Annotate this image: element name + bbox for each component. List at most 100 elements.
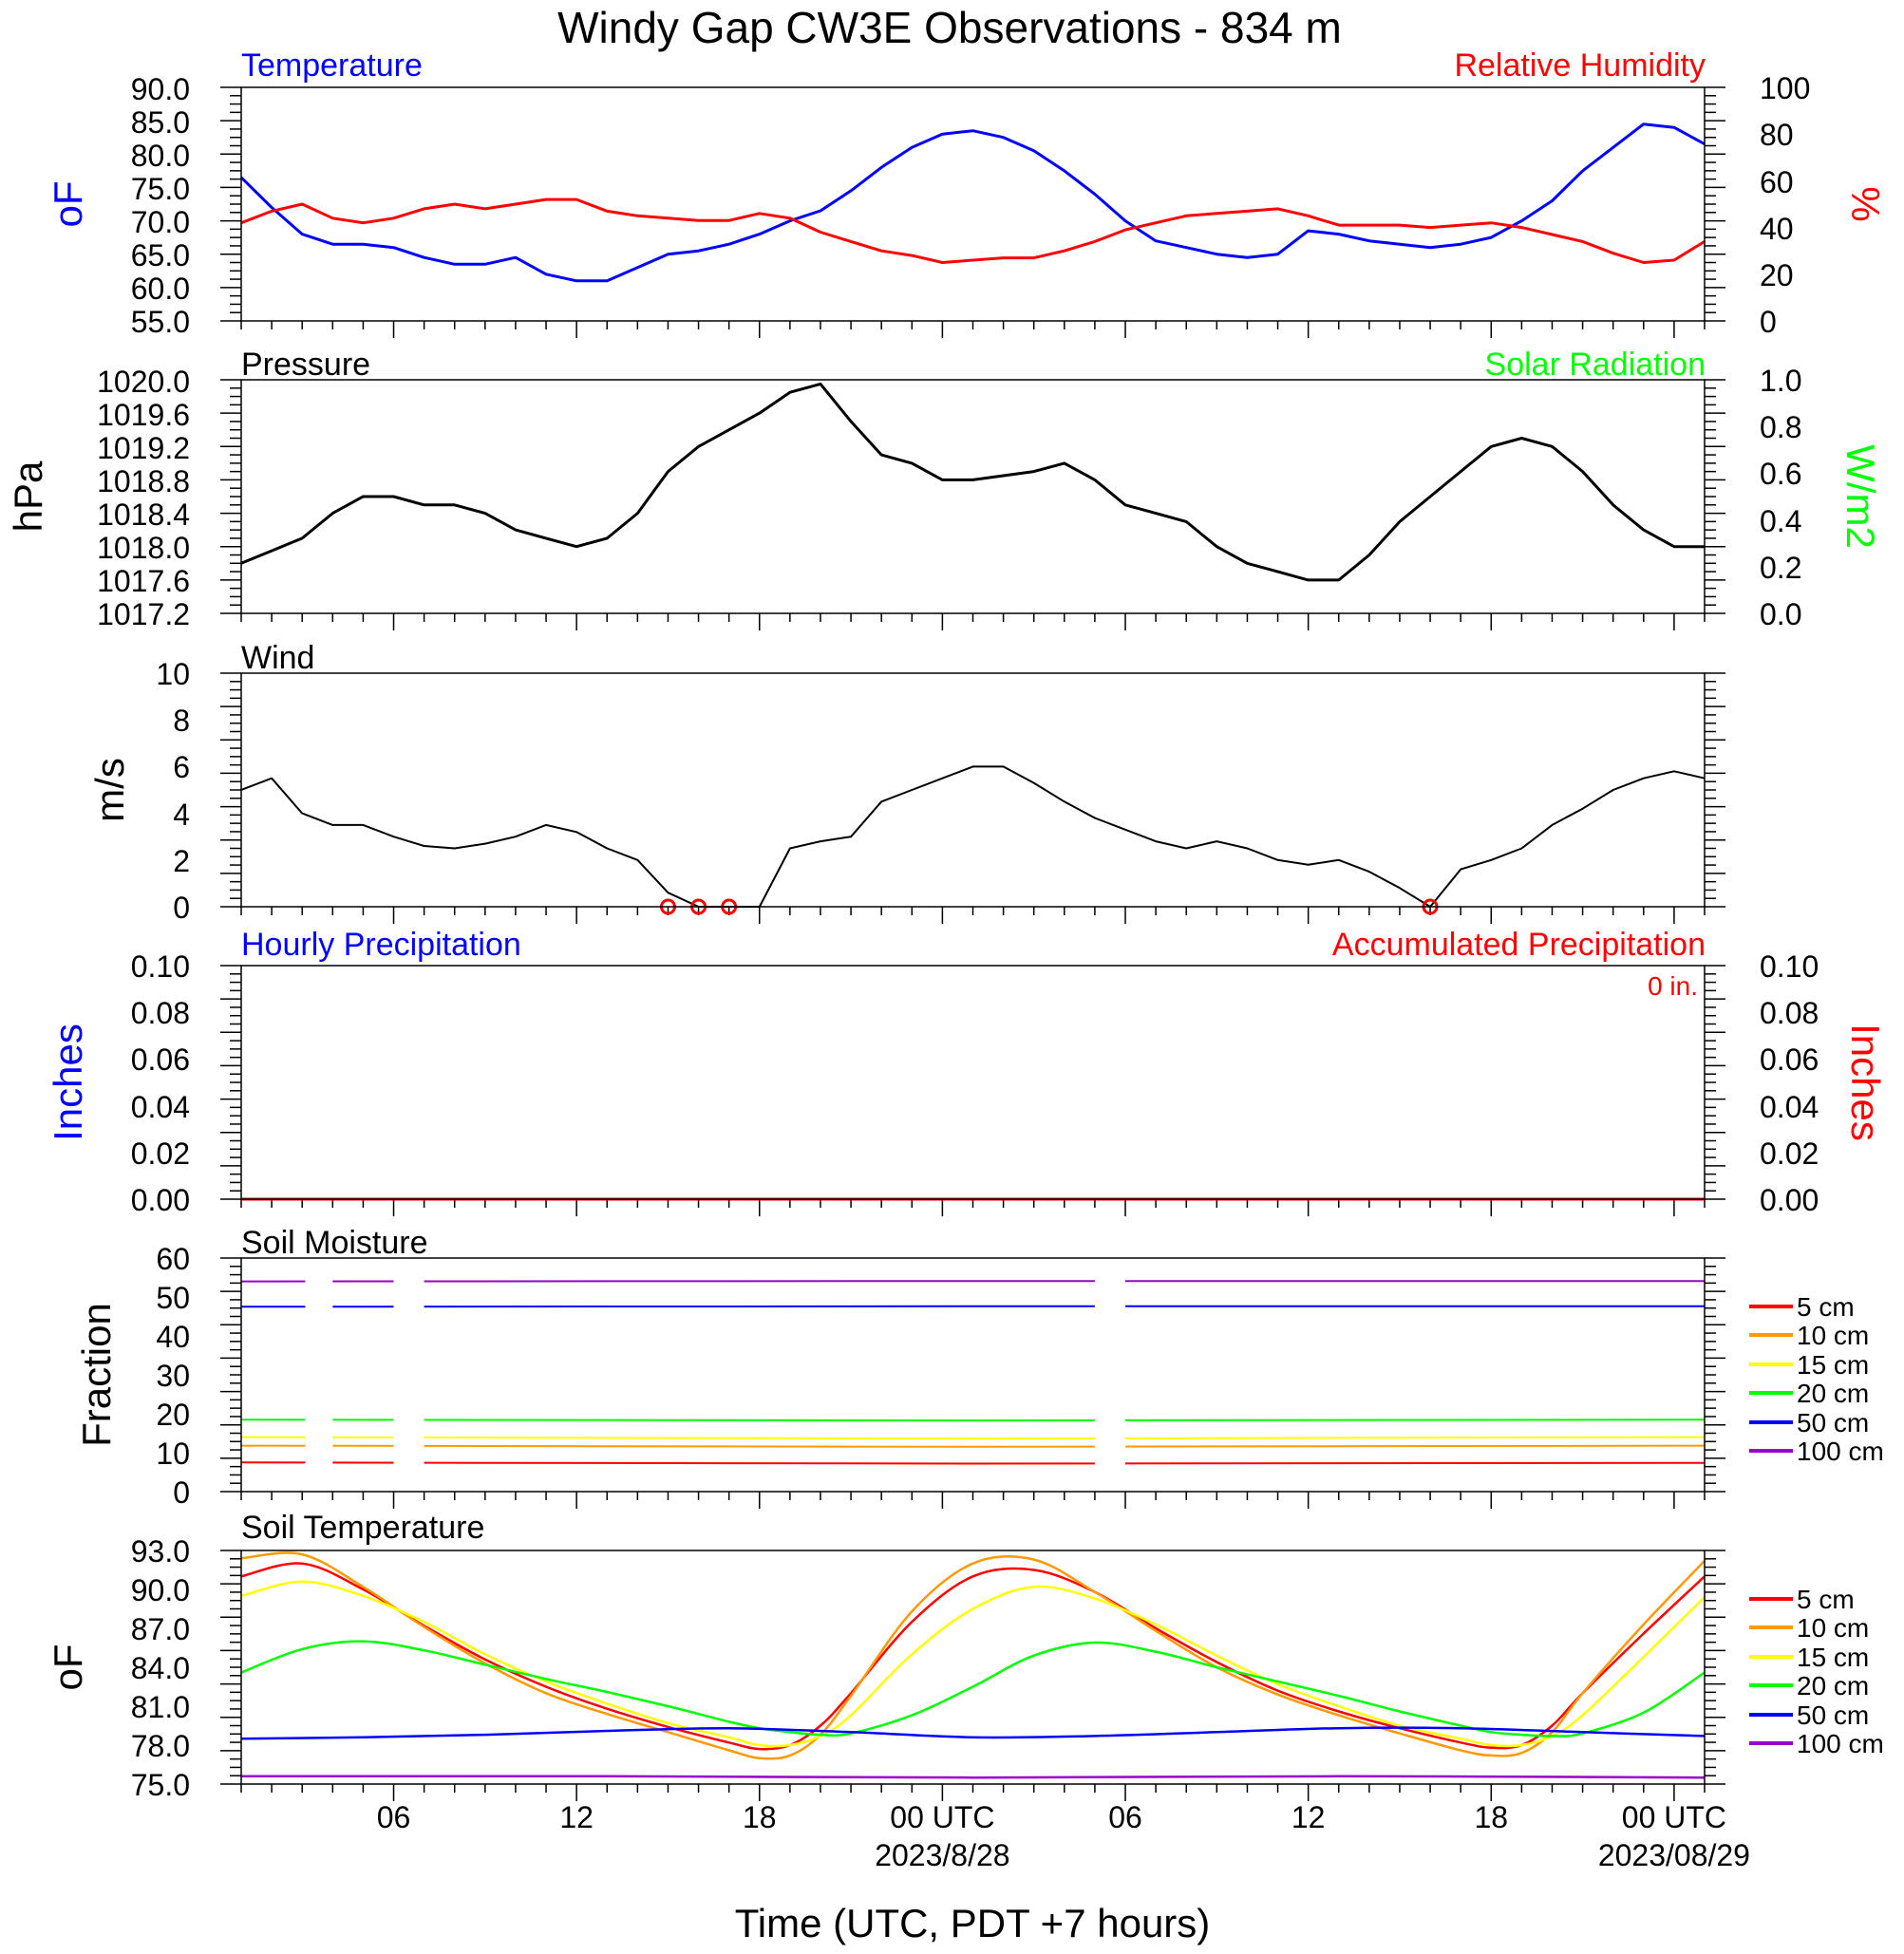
soil-moisture-tick-label: 40 — [156, 1320, 190, 1354]
series-line-20-cm — [241, 1419, 1706, 1421]
soil-moisture-tick-label: 30 — [156, 1359, 190, 1393]
series-line-temperature — [239, 122, 1706, 283]
accum-precip-tick-label: 0.04 — [1760, 1090, 1819, 1124]
solar-tick-label: 0.0 — [1760, 597, 1801, 631]
soil-temp-tick-label: 90.0 — [131, 1573, 190, 1607]
temp-tick-label: 70.0 — [131, 205, 190, 239]
pressure-tick-label: 1017.6 — [97, 564, 190, 598]
accum-precip-y-ticklabels: 0.10 0.08 0.06 0.04 0.02 0.00 — [1760, 949, 1819, 1217]
legend-label-50cm: 50 cm — [1797, 1700, 1869, 1730]
soil-temp-ticks — [220, 1550, 1725, 1801]
precip-tick-label: 0.00 — [131, 1183, 190, 1217]
humidity-tick-label: 100 — [1760, 71, 1810, 105]
pressure-y-ticklabels: 1020.0 1019.6 1019.2 1018.8 1018.4 1018.… — [97, 365, 190, 631]
hourly-precip-title: Hourly Precipitation — [241, 927, 521, 963]
series-line-relative-humidity — [240, 197, 1706, 264]
humidity-y-ticklabels: 100 80 60 40 20 0 — [1760, 71, 1810, 339]
soil-moisture-unit-label: Fraction — [74, 1303, 119, 1447]
legend-label-15cm: 15 cm — [1797, 1643, 1869, 1672]
humidity-tick-label: 0 — [1760, 305, 1777, 339]
solar-tick-label: 1.0 — [1760, 364, 1801, 398]
temp-tick-label: 85.0 — [131, 105, 190, 140]
temp-tick-label: 55.0 — [131, 305, 190, 339]
soil-temp-tick-label: 87.0 — [131, 1612, 190, 1646]
pressure-panel: Pressure Solar Radiation hPa W/m2 1020.0… — [6, 347, 1883, 631]
wind-ticks — [220, 672, 1725, 924]
time-tick-label: 12 — [559, 1800, 594, 1834]
accum-precip-tick-label: 0.02 — [1760, 1137, 1819, 1171]
soil-temp-line-20cm — [240, 1640, 1706, 1738]
soil-temp-tick-label: 78.0 — [131, 1729, 190, 1763]
soil-moisture-tick-label: 50 — [156, 1281, 190, 1315]
soil-moisture-lines — [241, 1280, 1706, 1465]
solar-y-ticklabels: 1.0 0.8 0.6 0.4 0.2 0.0 — [1760, 364, 1801, 631]
pressure-tick-label: 1018.8 — [97, 464, 190, 498]
pressure-ticks — [220, 379, 1725, 630]
solar-tick-label: 0.2 — [1760, 551, 1801, 585]
solar-tick-label: 0.4 — [1760, 504, 1801, 538]
wind-unit-label: m/s — [87, 758, 132, 822]
hourly-precip-unit-label: Inches — [46, 1024, 90, 1141]
pressure-lines — [240, 382, 1705, 582]
pressure-tick-label: 1019.2 — [97, 431, 190, 465]
series-line-wind-speed — [240, 765, 1706, 908]
pressure-tick-label: 1017.2 — [97, 597, 190, 631]
temp-rh-frame — [240, 86, 1706, 322]
accum-precip-total: 0 in. — [1648, 971, 1698, 1001]
time-axis-title: Time (UTC, PDT +7 hours) — [735, 1901, 1211, 1945]
soil-moisture-tick-label: 10 — [156, 1437, 190, 1471]
wind-frame — [240, 672, 1706, 908]
hourly-precip-y-ticklabels: 0.10 0.08 0.06 0.04 0.02 0.00 — [131, 949, 190, 1217]
soil-temp-frame — [240, 1550, 1706, 1785]
legend-label-5cm: 5 cm — [1797, 1292, 1855, 1322]
temp-rh-panel: Temperature Relative Humidity oF % 90.0 … — [46, 47, 1888, 339]
soil-moisture-frame — [240, 1257, 1706, 1493]
legend-label-10cm: 10 cm — [1797, 1613, 1869, 1643]
legend-label-15cm: 15 cm — [1797, 1350, 1869, 1380]
soil-moisture-panel: Soil Moisture Fraction 60 50 40 30 20 10… — [74, 1225, 1884, 1510]
temp-tick-label: 80.0 — [131, 139, 190, 173]
soil-temp-line-10cm — [240, 1551, 1706, 1760]
wind-y-ticklabels: 10 8 6 4 2 0 — [156, 657, 190, 925]
legend-label-10cm: 10 cm — [1797, 1321, 1869, 1350]
soil-temp-line-15cm — [240, 1580, 1706, 1748]
soil-temp-tick-label: 84.0 — [131, 1651, 190, 1685]
humidity-tick-label: 20 — [1760, 258, 1794, 292]
soil-temp-tick-label: 93.0 — [131, 1534, 190, 1569]
soil-temp-panel: Soil Temperature oF 93.0 90.0 87.0 84.0 … — [46, 1510, 1884, 1802]
soil-temp-line-5cm — [240, 1562, 1706, 1751]
soil-moisture-tick-label: 20 — [156, 1398, 190, 1432]
date-tick-label: 2023/8/28 — [875, 1838, 1009, 1872]
time-tick-label: 18 — [1474, 1800, 1508, 1834]
legend-label-20cm: 20 cm — [1797, 1379, 1869, 1408]
series-line-15-cm — [241, 1436, 1706, 1440]
series-line-10-cm — [241, 1444, 1706, 1448]
pressure-tick-label: 1019.6 — [97, 398, 190, 432]
figure-title: Windy Gap CW3E Observations - 834 m — [557, 3, 1342, 52]
pressure-title: Pressure — [241, 347, 370, 383]
wind-tick-label: 4 — [173, 798, 190, 832]
accum-precip-tick-label: 0.00 — [1760, 1183, 1819, 1217]
soil-temp-tick-label: 81.0 — [131, 1690, 190, 1724]
legend-label-100cm: 100 cm — [1797, 1437, 1884, 1466]
temp-unit-label: oF — [46, 180, 90, 227]
accum-precip-title: Accumulated Precipitation — [1332, 927, 1706, 963]
wind-title: Wind — [241, 640, 314, 676]
accum-precip-tick-label: 0.08 — [1760, 996, 1819, 1030]
wind-tick-label: 10 — [156, 657, 190, 691]
legend-label-100cm: 100 cm — [1797, 1729, 1884, 1758]
wind-tick-label: 8 — [173, 704, 190, 738]
series-line-50-cm — [241, 1305, 1705, 1308]
legend-label-50cm: 50 cm — [1797, 1408, 1869, 1437]
precip-tick-label: 0.08 — [131, 996, 190, 1030]
soil-temp-unit-label: oF — [46, 1644, 90, 1690]
series-line-pressure — [240, 382, 1705, 582]
date-tick-label: 2023/08/29 — [1598, 1838, 1750, 1872]
series-line-5-cm — [241, 1461, 1706, 1465]
accum-precip-tick-label: 0.06 — [1760, 1043, 1819, 1077]
soil-moisture-tick-label: 60 — [156, 1242, 190, 1276]
precip-ticks — [220, 965, 1725, 1216]
soil-moisture-y-ticklabels: 60 50 40 30 20 10 0 — [156, 1242, 190, 1510]
soil-moisture-tick-label: 0 — [173, 1475, 190, 1510]
